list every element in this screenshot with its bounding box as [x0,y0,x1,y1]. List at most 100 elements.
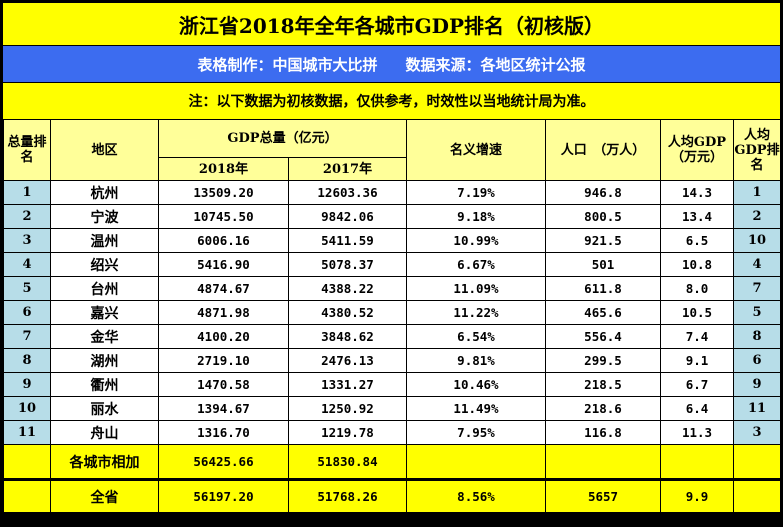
gdp-2018-cell: 1316.70 [158,420,289,445]
sum-label: 各城市相加 [50,444,159,480]
gdp-2018-cell: 13509.20 [158,180,289,205]
disclaimer-note: 注：以下数据为初核数据，仅供参考，时效性以当地统计局为准。 [3,83,780,119]
population-cell: 800.5 [545,204,661,229]
gdp-2018-cell: 4874.67 [158,276,289,301]
data-source: 数据来源：各地区统计公报 [405,55,586,74]
rank-cell: 2 [3,204,51,229]
rank-cell: 4 [3,252,51,277]
gdp-2018-cell: 4100.20 [158,324,289,349]
gdp-2018-cell: 6006.16 [158,228,289,253]
region-cell: 台州 [50,276,159,301]
population-cell: 299.5 [545,348,661,373]
growth-cell: 9.81% [406,348,546,373]
per-capita-rank-cell: 1 [733,180,781,205]
total-gdp-per-capita: 9.9 [660,478,734,513]
gdp-2017-cell: 5411.59 [288,228,407,253]
gdp-2018-cell: 1394.67 [158,396,289,421]
growth-cell: 6.54% [406,324,546,349]
sum-per-capita-rank [733,444,781,480]
header-gdp-2018: 2018年 [158,157,289,181]
rank-cell: 3 [3,228,51,253]
header-gdp-total: GDP总量（亿元） [158,119,407,158]
gdp-2018-cell: 4871.98 [158,300,289,325]
per-capita-rank-cell: 11 [733,396,781,421]
rank-cell: 10 [3,396,51,421]
table-row: 3 温州 6006.16 5411.59 10.99% 921.5 6.5 10 [3,228,781,253]
header-rank: 总量排名 [3,119,51,181]
population-cell: 611.8 [545,276,661,301]
growth-cell: 9.18% [406,204,546,229]
gdp-2017-cell: 12603.36 [288,180,407,205]
gdp-2018-cell: 10745.50 [158,204,289,229]
total-per-capita-rank [733,478,781,513]
sum-rank [3,444,51,480]
gdp-per-capita-cell: 14.3 [660,180,734,205]
table-row: 6 嘉兴 4871.98 4380.52 11.22% 465.6 10.5 5 [3,300,781,325]
growth-cell: 10.46% [406,372,546,397]
gdp-per-capita-cell: 8.0 [660,276,734,301]
gdp-per-capita-cell: 9.1 [660,348,734,373]
table-row: 2 宁波 10745.50 9842.06 9.18% 800.5 13.4 2 [3,204,781,229]
region-cell: 衢州 [50,372,159,397]
region-cell: 绍兴 [50,252,159,277]
region-cell: 金华 [50,324,159,349]
rank-cell: 11 [3,420,51,445]
growth-cell: 7.19% [406,180,546,205]
sum-gdp-2018: 56425.66 [158,444,289,480]
gdp-per-capita-cell: 6.7 [660,372,734,397]
per-capita-rank-cell: 10 [733,228,781,253]
header-region: 地区 [50,119,159,181]
region-cell: 湖州 [50,348,159,373]
gdp-2017-cell: 9842.06 [288,204,407,229]
sum-population [545,444,661,480]
total-gdp-2017: 51768.26 [288,478,407,513]
per-capita-rank-cell: 3 [733,420,781,445]
gdp-per-capita-cell: 11.3 [660,420,734,445]
gdp-ranking-table: 总量排名 地区 GDP总量（亿元） 名义增速 人口 （万人） 人均GDP（万元）… [3,119,781,513]
table-row: 1 杭州 13509.20 12603.36 7.19% 946.8 14.3 1 [3,180,781,205]
header-population: 人口 （万人） [545,119,661,181]
gdp-per-capita-cell: 10.8 [660,252,734,277]
gdp-2018-cell: 2719.10 [158,348,289,373]
header-per-capita-rank: 人均GDP排名 [733,119,781,181]
growth-cell: 11.09% [406,276,546,301]
per-capita-rank-cell: 5 [733,300,781,325]
rank-cell: 8 [3,348,51,373]
gdp-2017-cell: 4380.52 [288,300,407,325]
gdp-2017-cell: 2476.13 [288,348,407,373]
region-cell: 温州 [50,228,159,253]
gdp-per-capita-cell: 6.5 [660,228,734,253]
gdp-2017-cell: 1219.78 [288,420,407,445]
total-growth: 8.56% [406,478,546,513]
total-rank [3,478,51,513]
per-capita-rank-cell: 4 [733,252,781,277]
gdp-2017-cell: 4388.22 [288,276,407,301]
header-gdp-per-capita: 人均GDP（万元） [660,119,734,181]
header-gdp-2017: 2017年 [288,157,407,181]
population-cell: 218.6 [545,396,661,421]
growth-cell: 10.99% [406,228,546,253]
header-growth: 名义增速 [406,119,546,181]
growth-cell: 11.49% [406,396,546,421]
per-capita-rank-cell: 6 [733,348,781,373]
total-population: 5657 [545,478,661,513]
population-cell: 116.8 [545,420,661,445]
rank-cell: 7 [3,324,51,349]
population-cell: 465.6 [545,300,661,325]
gdp-2018-cell: 5416.90 [158,252,289,277]
gdp-per-capita-cell: 13.4 [660,204,734,229]
sum-gdp-per-capita [660,444,734,480]
table-row: 7 金华 4100.20 3848.62 6.54% 556.4 7.4 8 [3,324,781,349]
table-row: 5 台州 4874.67 4388.22 11.09% 611.8 8.0 7 [3,276,781,301]
population-cell: 556.4 [545,324,661,349]
sum-row: 各城市相加 56425.66 51830.84 [3,444,781,480]
rank-cell: 1 [3,180,51,205]
per-capita-rank-cell: 7 [733,276,781,301]
gdp-2017-cell: 3848.62 [288,324,407,349]
population-cell: 921.5 [545,228,661,253]
region-cell: 丽水 [50,396,159,421]
rank-cell: 9 [3,372,51,397]
region-cell: 嘉兴 [50,300,159,325]
rank-cell: 6 [3,300,51,325]
